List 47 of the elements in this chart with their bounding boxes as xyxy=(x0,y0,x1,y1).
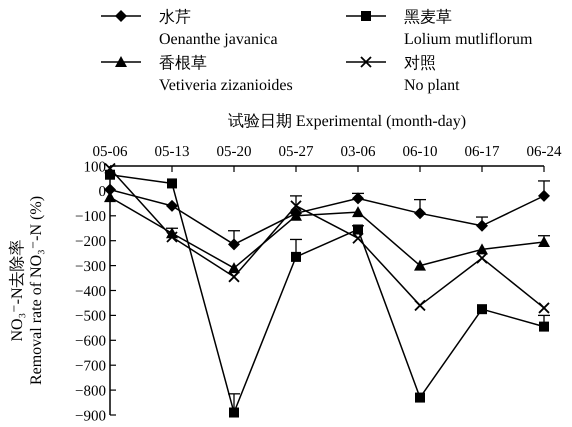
point xyxy=(353,224,363,234)
y-tick-label: −900 xyxy=(75,408,106,424)
point xyxy=(228,238,240,250)
point xyxy=(538,302,550,314)
point xyxy=(352,192,364,204)
point xyxy=(352,206,364,218)
point xyxy=(291,252,301,262)
point xyxy=(290,200,302,212)
point xyxy=(476,220,488,232)
point xyxy=(166,231,178,243)
y-tick-label: −400 xyxy=(75,284,106,300)
y-tick-label: −700 xyxy=(75,358,106,374)
point xyxy=(352,232,364,244)
y-axis-title: NO₃⁻-N去除率 Removal rate of NO₃⁻-N (%) xyxy=(8,196,45,386)
x-tick-label: 06-17 xyxy=(464,144,500,160)
legend-label: 黑麦草 Lolium mutliflorum xyxy=(404,8,533,48)
y-tick-label: −600 xyxy=(75,334,106,350)
legend-label: 香根草 Vetiveria zizanioides xyxy=(159,54,293,94)
x-tick-label: 05-06 xyxy=(92,144,128,160)
x-tick-label: 03-06 xyxy=(340,144,376,160)
y-tick-label: −100 xyxy=(75,209,106,226)
point xyxy=(414,260,426,271)
point xyxy=(229,408,239,418)
y-tick-label: −500 xyxy=(75,308,106,325)
point xyxy=(166,200,178,212)
point xyxy=(414,207,426,220)
y-tick-label: 0 xyxy=(98,184,106,200)
point xyxy=(167,178,177,188)
legend-label: 水芹 Oenanthe javanica xyxy=(159,8,278,48)
y-tick-label: −300 xyxy=(75,258,106,275)
point xyxy=(228,270,240,283)
point xyxy=(414,300,426,312)
x-tick-label: 05-27 xyxy=(278,144,314,160)
y-tick-label: −200 xyxy=(75,234,106,250)
point xyxy=(476,252,488,264)
point xyxy=(538,190,550,202)
point xyxy=(415,392,425,403)
point xyxy=(477,304,487,314)
legend-label: 对照 No plant xyxy=(404,54,460,94)
x-tick-label: 06-24 xyxy=(526,144,562,160)
x-tick-label: 05-13 xyxy=(154,144,190,160)
x-axis-title: 试验日期 Experimental (month-day) xyxy=(228,112,466,130)
point xyxy=(539,322,549,332)
x-tick-label: 06-10 xyxy=(402,144,438,160)
y-tick-label: −800 xyxy=(75,383,106,400)
y-tick-label: 100 xyxy=(84,159,106,176)
x-tick-label: 05-20 xyxy=(216,144,252,160)
